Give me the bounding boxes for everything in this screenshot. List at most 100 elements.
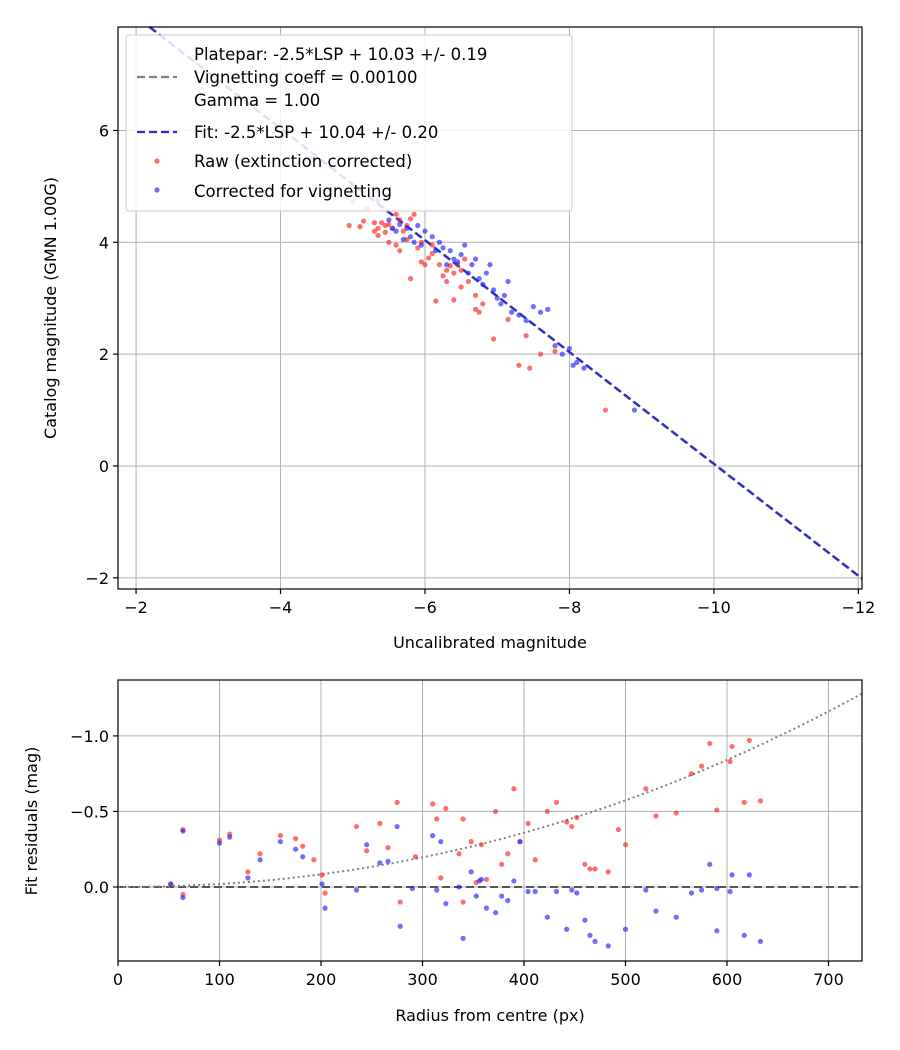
corrected-residual-point xyxy=(293,846,299,852)
corrected-residual-point xyxy=(746,872,752,878)
corrected-residual-point xyxy=(322,905,328,911)
raw-residual-point xyxy=(544,808,550,815)
corrected-residual-point xyxy=(564,926,570,932)
corrected-residual-point xyxy=(483,905,490,911)
corrected-point xyxy=(498,301,504,307)
x-axis-label: Radius from centre (px) xyxy=(395,1006,584,1025)
corrected-point xyxy=(480,281,486,287)
raw-residual-point xyxy=(300,843,306,849)
corrected-residual-point xyxy=(622,926,629,932)
corrected-point xyxy=(483,270,489,276)
raw-point xyxy=(357,224,363,230)
raw-residual-point xyxy=(319,872,325,878)
raw-point xyxy=(436,262,443,268)
legend-platepar-label-3: Gamma = 1.00 xyxy=(194,91,320,110)
corrected-residual-point xyxy=(353,887,360,893)
raw-point xyxy=(415,245,421,251)
corrected-point xyxy=(451,256,457,262)
corrected-residual-point xyxy=(688,890,695,896)
raw-point xyxy=(397,248,403,254)
corrected-residual-point xyxy=(574,890,580,896)
legend-corrected-label: Corrected for vignetting xyxy=(194,182,392,201)
data-points xyxy=(168,737,764,949)
corrected-residual-point xyxy=(517,839,523,845)
corrected-point xyxy=(389,225,396,231)
corrected-point xyxy=(407,234,414,240)
x-tick-label: 700 xyxy=(813,970,844,989)
raw-residual-point xyxy=(434,816,440,822)
corrected-residual-point xyxy=(544,914,550,920)
corrected-residual-point xyxy=(525,888,531,895)
raw-residual-point xyxy=(574,814,580,821)
corrected-residual-point xyxy=(553,888,560,895)
plot-frame xyxy=(117,26,863,590)
corrected-residual-point xyxy=(397,923,403,929)
raw-point xyxy=(407,216,414,222)
corrected-residual-point xyxy=(300,854,306,860)
raw-residual-point xyxy=(377,820,383,827)
corrected-point xyxy=(566,345,573,352)
legend-corrected-marker xyxy=(154,187,160,193)
corrected-point xyxy=(469,262,475,268)
corrected-residual-point xyxy=(727,888,733,895)
raw-residual-point xyxy=(322,890,328,896)
corrected-residual-point xyxy=(757,938,764,944)
corrected-residual-point xyxy=(227,834,233,840)
raw-point xyxy=(444,278,450,285)
raw-residual-point xyxy=(412,854,418,860)
raw-residual-point xyxy=(714,807,720,813)
raw-point xyxy=(476,309,482,315)
reference-lines xyxy=(117,692,863,888)
x-tick-label: −8 xyxy=(558,598,582,617)
raw-point xyxy=(375,232,381,239)
raw-point xyxy=(397,217,403,223)
raw-point xyxy=(418,259,424,265)
raw-residual-point xyxy=(364,848,370,854)
raw-point xyxy=(404,236,410,243)
raw-point xyxy=(472,292,479,299)
raw-residual-point xyxy=(673,810,679,816)
raw-point xyxy=(451,270,457,276)
corrected-point xyxy=(509,309,515,315)
x-axis-ticks: 0 100 200 300 400 500 600 700 xyxy=(113,961,844,989)
corrected-residual-point xyxy=(473,893,479,899)
corrected-residual-point xyxy=(409,885,415,892)
y-tick-label: 6 xyxy=(99,121,109,140)
corrected-residual-point xyxy=(245,875,251,881)
raw-residual-point xyxy=(741,799,747,805)
calibration-chart: −2 −4 −6 −8 −10 −12 −2 0 2 4 6 Uncalibrated magni… xyxy=(41,26,875,652)
corrected-residual-point xyxy=(456,884,462,890)
raw-residual-point xyxy=(587,866,593,872)
raw-point xyxy=(386,239,392,245)
legend-platepar-label-2: Vignetting coeff = 0.00100 xyxy=(194,68,418,87)
raw-residual-point xyxy=(688,771,695,777)
corrected-point xyxy=(501,292,508,299)
corrected-residual-point xyxy=(741,932,747,938)
x-tick-label: −10 xyxy=(697,598,731,617)
raw-point xyxy=(433,298,439,304)
y-axis-ticks: −2 0 2 4 6 xyxy=(85,121,118,588)
y-tick-label: −2 xyxy=(85,569,109,588)
corrected-residual-point xyxy=(319,881,325,887)
corrected-point xyxy=(505,278,511,285)
x-tick-label: 200 xyxy=(306,970,337,989)
corrected-point xyxy=(472,256,479,262)
raw-point xyxy=(552,348,558,354)
raw-residual-point xyxy=(525,820,531,827)
raw-point xyxy=(451,297,457,303)
y-tick-label: 0 xyxy=(99,457,109,476)
y-axis-label: Catalog magnitude (GMN 1.00G) xyxy=(41,177,60,439)
raw-residual-point xyxy=(397,899,403,905)
raw-residual-point xyxy=(277,833,284,839)
raw-point xyxy=(411,211,417,217)
raw-residual-point xyxy=(564,819,570,825)
corrected-point xyxy=(415,222,421,229)
corrected-point xyxy=(465,270,471,276)
corrected-residual-point xyxy=(377,860,383,866)
raw-point xyxy=(360,218,367,224)
raw-residual-point xyxy=(430,801,436,807)
corrected-residual-point xyxy=(605,943,611,949)
y-tick-label: 4 xyxy=(99,233,109,252)
corrected-residual-point xyxy=(505,897,511,904)
